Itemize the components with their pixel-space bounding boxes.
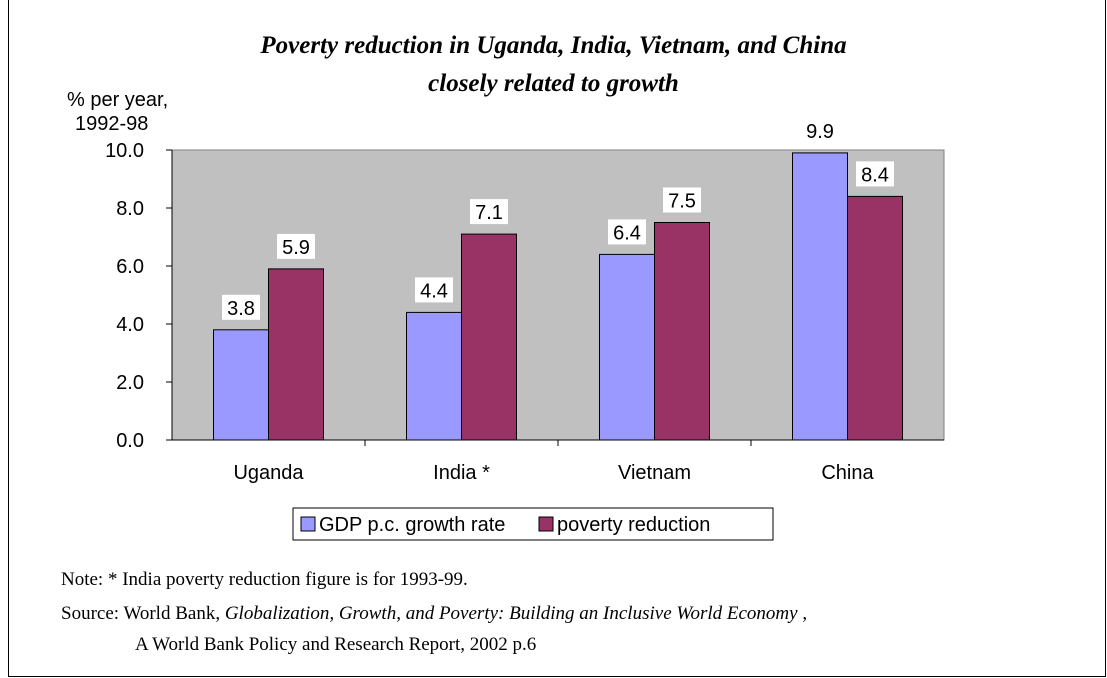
data-label: 7.1	[475, 202, 503, 224]
data-label-box	[222, 294, 260, 320]
bar	[213, 329, 269, 441]
data-label: 8.4	[861, 164, 889, 186]
source-suffix: ,	[797, 603, 808, 624]
data-label: 7.5	[668, 191, 696, 213]
source-title: Globalization, Growth, and Poverty: Buil…	[224, 603, 798, 624]
y-axis-label-line-2: 1992-98	[75, 113, 149, 135]
data-label: 6.4	[613, 222, 641, 244]
source-line-2: A World Bank Policy and Research Report,…	[135, 634, 537, 655]
data-label-box	[415, 277, 453, 303]
category-label: Uganda	[233, 462, 304, 484]
legend	[292, 507, 774, 541]
bar	[599, 253, 655, 441]
data-label: 5.9	[282, 237, 310, 259]
data-label-box	[470, 199, 508, 225]
legend-swatch	[538, 516, 554, 532]
category-label: China	[821, 462, 874, 484]
bar	[654, 222, 710, 441]
data-label: 9.9	[806, 121, 834, 143]
chart-title-line-2: closely related to growth	[428, 70, 679, 97]
legend-swatch	[300, 516, 316, 532]
category-label: India *	[433, 462, 490, 484]
data-label-box	[663, 187, 701, 213]
data-label-box	[277, 233, 315, 259]
data-label: 4.4	[420, 280, 448, 302]
data-label-box	[856, 161, 894, 187]
legend-label: GDP p.c. growth rate	[319, 514, 505, 536]
source-text: Source: World Bank, Globalization, Growt…	[61, 602, 807, 626]
data-label-box	[608, 219, 646, 245]
bar	[461, 233, 517, 441]
bar	[792, 152, 848, 441]
bar	[268, 268, 324, 441]
y-tick-label: 6.0	[116, 256, 144, 278]
y-tick-label: 4.0	[116, 314, 144, 336]
legend-label: poverty reduction	[557, 514, 710, 536]
data-label-box	[801, 117, 839, 143]
note-text: Note: * India poverty reduction figure i…	[61, 569, 468, 590]
y-tick-label: 0.0	[116, 430, 144, 452]
figure-frame	[8, 0, 1106, 677]
y-axis-label-line-1: % per year,	[67, 89, 169, 111]
y-tick-label: 8.0	[116, 198, 144, 220]
bar	[406, 311, 462, 441]
bar	[847, 195, 903, 441]
y-tick-label: 2.0	[116, 372, 144, 394]
data-label: 3.8	[227, 298, 255, 320]
chart-title-line-1: Poverty reduction in Uganda, India, Viet…	[260, 32, 847, 59]
category-label: Vietnam	[618, 462, 691, 484]
y-tick-label: 10.0	[105, 140, 144, 162]
source-prefix: Source: World Bank,	[61, 603, 225, 624]
